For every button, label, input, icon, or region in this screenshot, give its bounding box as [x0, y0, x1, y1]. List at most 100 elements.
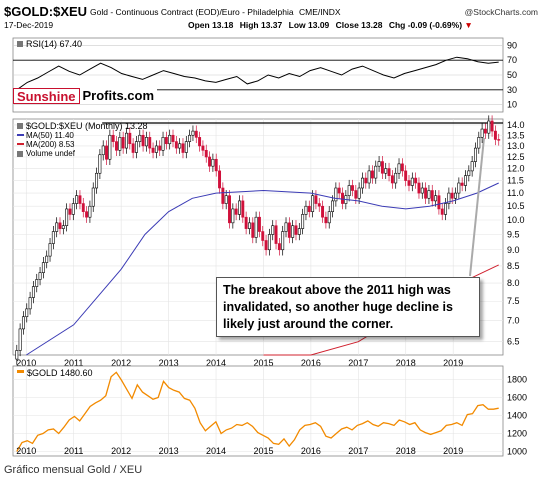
chart-header: $GOLD:$XEU Gold - Continuous Contract (E… — [4, 4, 538, 34]
brand-text: @StockCharts.com — [464, 7, 538, 17]
candle-body — [281, 231, 285, 251]
gold-x-tick-label: 2019 — [443, 446, 463, 456]
candle — [201, 140, 205, 156]
price-tick-label: 7.0 — [507, 316, 520, 326]
gold-x-tick-label: 2014 — [206, 446, 226, 456]
logo-part-profits: Profits.com — [79, 88, 158, 104]
candle — [128, 127, 132, 150]
candle-body — [367, 170, 371, 184]
candle-body — [304, 205, 308, 215]
candle — [370, 165, 374, 184]
candle — [493, 125, 497, 146]
candle — [234, 203, 238, 221]
candle — [483, 123, 487, 139]
candle — [334, 182, 338, 207]
gold-x-tick-label: 2013 — [159, 446, 179, 456]
change-arrow-icon: ▼ — [464, 20, 473, 30]
candle-body — [297, 228, 301, 235]
candle — [351, 179, 354, 197]
candle-body — [38, 272, 42, 280]
candle-body — [81, 203, 85, 212]
gold-tick-label: 1600 — [507, 393, 527, 403]
candle — [360, 172, 364, 194]
candle — [138, 129, 142, 148]
candle — [48, 237, 52, 262]
candle — [477, 131, 481, 154]
gold-legend: $GOLD 1480.60 — [27, 368, 93, 378]
candle-body — [487, 120, 491, 134]
candle — [78, 190, 82, 210]
candle — [384, 162, 388, 179]
candle — [151, 142, 155, 159]
candle — [161, 131, 165, 156]
candle-body — [470, 161, 474, 172]
price-x-tick-label: 2017 — [348, 358, 368, 368]
candle — [390, 170, 394, 189]
candle — [470, 155, 474, 177]
candle-body — [440, 208, 444, 215]
price-tick-label: 8.5 — [507, 261, 520, 271]
candle-body — [410, 177, 414, 186]
candle — [68, 203, 72, 221]
gold-tick-label: 1200 — [507, 429, 527, 439]
candle-body — [274, 225, 278, 244]
symbol-title: $GOLD:$XEU — [4, 4, 88, 19]
candle-body — [387, 168, 391, 176]
candle — [251, 217, 255, 244]
candle — [41, 257, 45, 279]
candle-body — [188, 134, 192, 142]
candle-body — [48, 243, 52, 257]
candle-body — [341, 192, 344, 204]
candle-body — [238, 200, 241, 215]
candle — [88, 200, 92, 223]
candle-body — [55, 222, 59, 232]
candle — [497, 133, 501, 146]
candle-body — [390, 175, 394, 184]
candle — [154, 140, 158, 159]
candle-body — [161, 137, 165, 151]
candle — [387, 162, 391, 182]
ohlc-summary: Open 13.18 High 13.37 Low 13.09 Close 13… — [188, 20, 473, 30]
price-tick-label: 6.5 — [507, 337, 520, 347]
candle-body — [194, 130, 198, 138]
candle — [18, 323, 22, 357]
candle-body — [400, 163, 404, 172]
candle-body — [267, 234, 271, 251]
candle — [134, 136, 138, 159]
candle-body — [497, 139, 501, 141]
candle — [228, 190, 231, 229]
description-text: Gold - Continuous Contract (EOD)/Euro - … — [90, 7, 294, 17]
candle-body — [277, 243, 281, 251]
candle-body — [171, 134, 175, 142]
rsi-tick-label: 90 — [507, 40, 517, 50]
candle — [105, 140, 109, 165]
candle — [194, 125, 198, 144]
candle-body — [247, 222, 251, 229]
candle-body — [254, 216, 258, 238]
candle — [108, 129, 112, 165]
candle — [357, 182, 361, 204]
candle-body — [404, 170, 408, 181]
rsi-line — [16, 56, 499, 91]
candle — [274, 220, 278, 250]
candle — [271, 220, 275, 241]
candle — [321, 200, 325, 223]
ma50-line — [26, 182, 499, 356]
sunshine-profits-logo: Sunshine Profits.com — [13, 88, 158, 104]
gold-frame — [12, 365, 504, 457]
candle-body — [271, 225, 275, 235]
candle — [118, 131, 122, 156]
candle-body — [331, 200, 335, 212]
candle — [121, 131, 125, 154]
candle-body — [397, 163, 401, 174]
candle — [440, 203, 444, 221]
candle-body — [228, 195, 231, 224]
candle-body — [134, 141, 138, 153]
candle — [51, 225, 55, 250]
candle — [214, 153, 218, 177]
price-legend: $GOLD:$XEU (Monthly) 13.28 MA(50) 11.40 … — [17, 121, 148, 158]
price-tick-label: 13.5 — [507, 130, 525, 140]
candle — [141, 129, 145, 152]
